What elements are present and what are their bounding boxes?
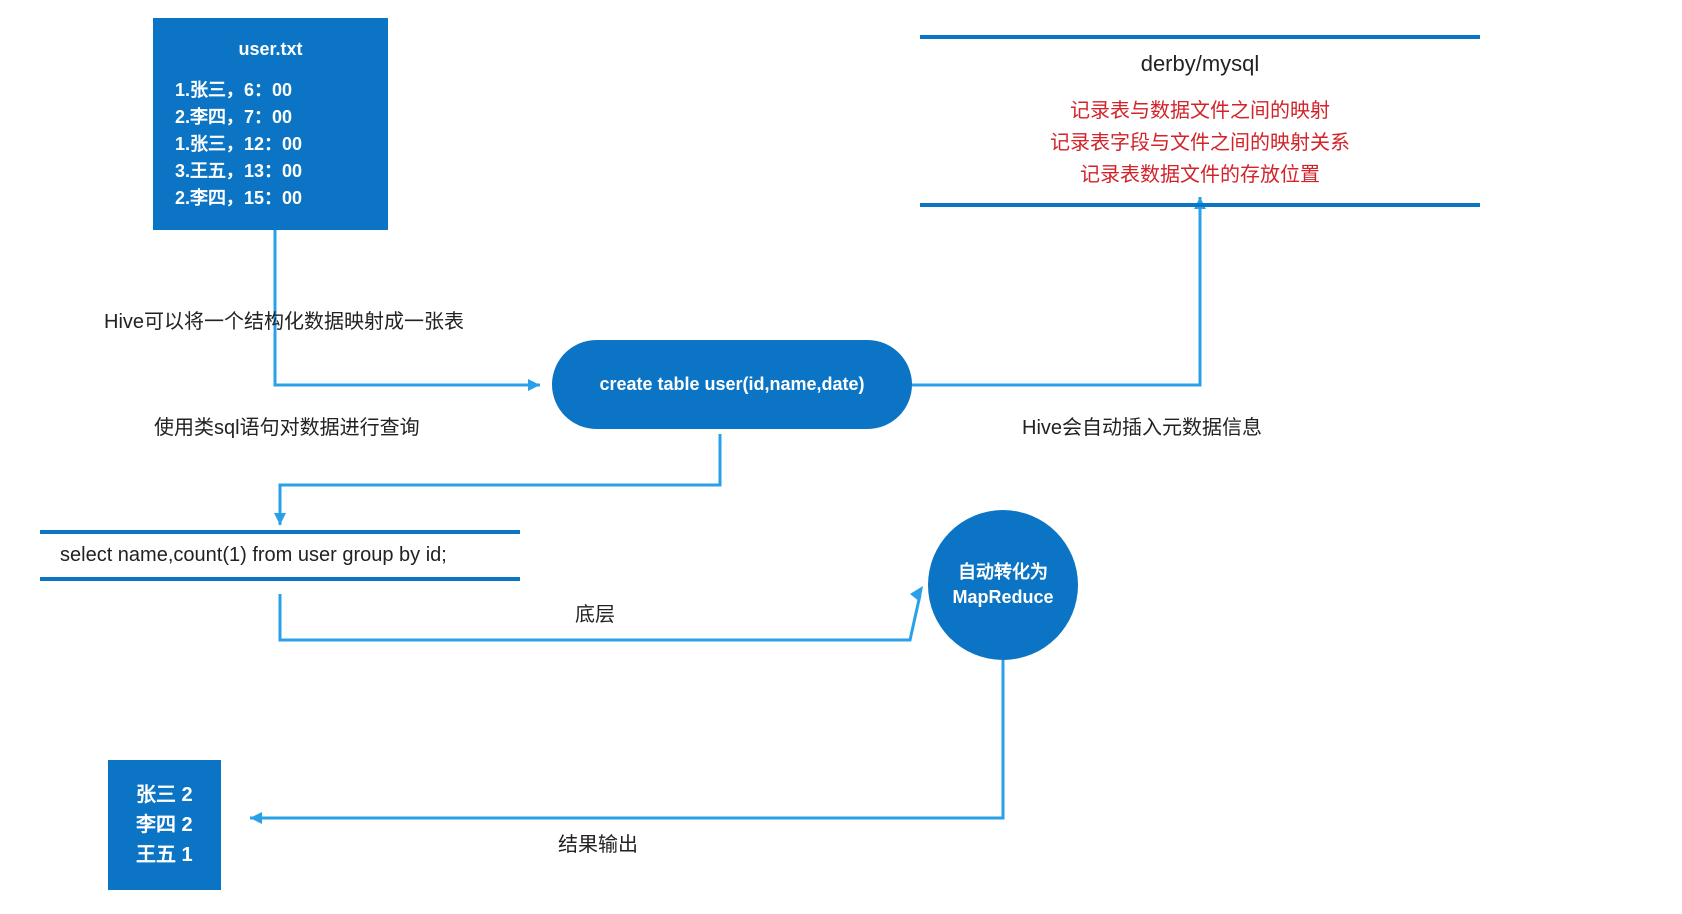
db-line: 记录表字段与文件之间的映射关系 xyxy=(920,127,1480,159)
file-line: 2.李四，15：00 xyxy=(175,185,366,212)
file-line: 1.张三，6：00 xyxy=(175,77,366,104)
mr-line: 自动转化为 xyxy=(958,560,1048,585)
label-sql-note: 使用类sql语句对数据进行查询 xyxy=(154,411,420,440)
edge-mr-to-result xyxy=(250,660,1003,824)
db-line: 记录表数据文件的存放位置 xyxy=(920,159,1480,191)
node-result: 张三 2 李四 2 王五 1 xyxy=(108,760,221,890)
label-meta-note: Hive会自动插入元数据信息 xyxy=(1022,411,1262,440)
result-line: 王五 1 xyxy=(136,840,193,870)
sql-text: select name,count(1) from user group by … xyxy=(40,534,520,577)
file-line: 2.李四，7：00 xyxy=(175,104,366,131)
node-file: user.txt 1.张三，6：00 2.李四，7：00 1.张三，12：00 … xyxy=(153,18,388,230)
db-rule-bottom xyxy=(920,203,1480,207)
edge-create-to-db xyxy=(912,197,1206,385)
db-title: derby/mysql xyxy=(920,51,1480,77)
node-mapreduce: 自动转化为 MapReduce xyxy=(928,510,1078,660)
sql-rule-bottom xyxy=(40,577,520,581)
edge-create-to-sql xyxy=(274,434,720,525)
file-line: 3.王五，13：00 xyxy=(175,158,366,185)
label-map-note: Hive可以将一个结构化数据映射成一张表 xyxy=(104,305,464,334)
file-title: user.txt xyxy=(175,36,366,63)
db-line: 记录表与数据文件之间的映射 xyxy=(920,95,1480,127)
label-bottom-note: 底层 xyxy=(575,598,615,627)
label-output-note: 结果输出 xyxy=(558,828,638,857)
node-create-table: create table user(id,name,date) xyxy=(552,340,912,429)
node-sql: select name,count(1) from user group by … xyxy=(40,530,520,581)
create-text: create table user(id,name,date) xyxy=(599,374,864,394)
result-line: 张三 2 xyxy=(136,780,193,810)
result-line: 李四 2 xyxy=(136,810,193,840)
node-db: derby/mysql 记录表与数据文件之间的映射 记录表字段与文件之间的映射关… xyxy=(920,35,1480,207)
file-line: 1.张三，12：00 xyxy=(175,131,366,158)
mr-line: MapReduce xyxy=(952,585,1053,610)
